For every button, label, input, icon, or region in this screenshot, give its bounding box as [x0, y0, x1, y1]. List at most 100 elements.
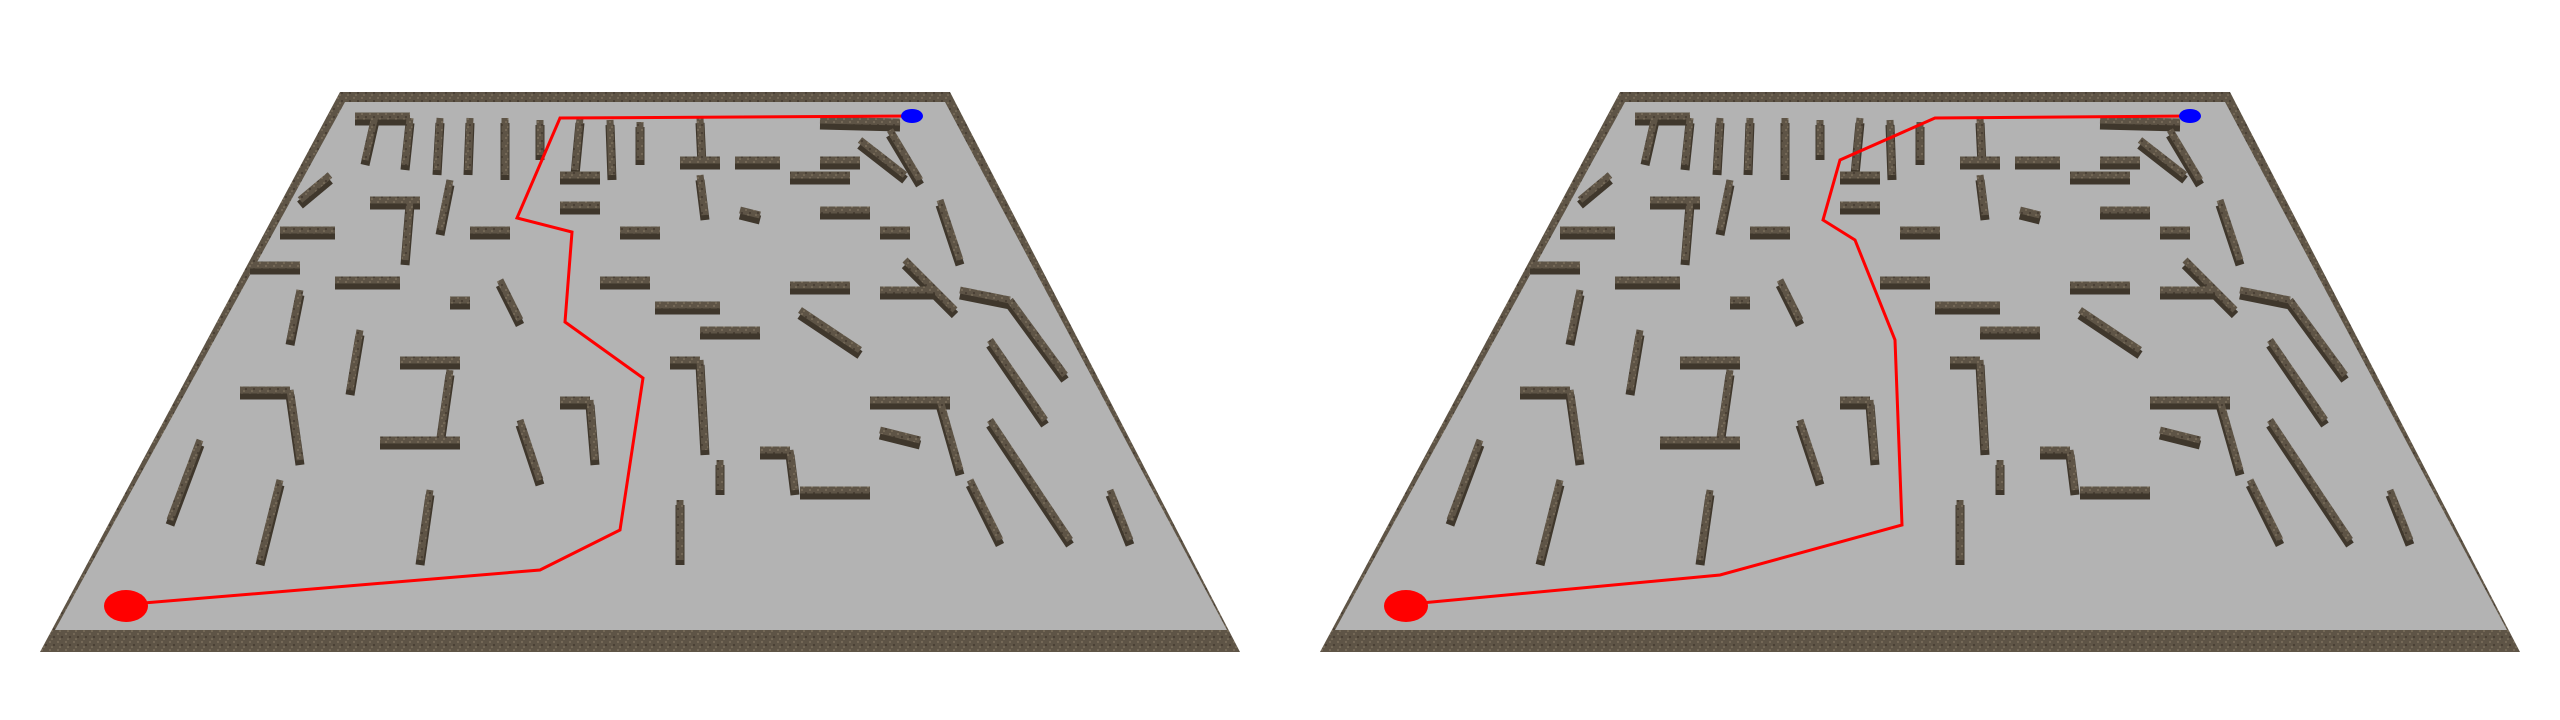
maze-wall — [297, 172, 333, 203]
maze-wall-face — [2018, 210, 2042, 225]
maze-wall — [2099, 116, 2181, 126]
maze-floor-right — [1335, 102, 2507, 630]
maze-wall — [1007, 297, 1068, 378]
maze-wall — [2386, 488, 2414, 542]
maze-wall — [2287, 297, 2348, 378]
maze-wall-face — [738, 210, 762, 225]
maze-wall — [166, 438, 204, 522]
solution-path-left — [119, 114, 913, 607]
maze-wall — [1566, 389, 1584, 461]
maze-wall — [1776, 278, 1804, 322]
maze-wall — [1976, 359, 1989, 451]
maze-wall — [2078, 307, 2142, 353]
maze-wall — [2216, 198, 2244, 262]
maze-wall-face — [857, 141, 908, 184]
maze-wall — [879, 426, 921, 444]
maze-wall — [2166, 128, 2204, 182]
maze-wall — [496, 278, 524, 322]
maze-wall — [606, 119, 616, 176]
maze-wall — [886, 128, 924, 182]
maze-wall — [1713, 117, 1724, 171]
maze-panel-right — [1320, 92, 2520, 652]
maze-wall — [786, 449, 799, 491]
maze-wall — [819, 116, 901, 126]
maze-wall — [2019, 206, 2041, 219]
maze-wall — [739, 206, 761, 219]
maze-wall — [857, 137, 908, 178]
maze-wall — [2216, 399, 2244, 471]
maze-wall — [1641, 115, 1659, 161]
maze-wall-face — [797, 311, 863, 359]
maze-wall — [571, 117, 584, 171]
maze-wall — [1886, 119, 1896, 176]
blue-goal-disc-icon — [2179, 109, 2201, 123]
maze-wall-face — [819, 120, 901, 132]
red-start-disc-icon — [1384, 590, 1428, 622]
maze-wall — [1796, 418, 1824, 482]
maze-wall — [286, 289, 304, 341]
maze-wall — [1566, 289, 1584, 341]
maze-wall — [1681, 117, 1694, 166]
maze-wall — [1716, 369, 1734, 441]
maze-wall-face — [878, 430, 922, 450]
maze-wall — [2159, 426, 2201, 444]
maze-wall — [1106, 488, 1134, 542]
maze-wall — [1577, 172, 1613, 203]
maze-wall — [401, 117, 414, 166]
maze-wall — [987, 418, 1073, 542]
maze-wall — [1536, 479, 1564, 561]
maze-wall — [1744, 117, 1754, 171]
maze-wall — [936, 399, 964, 471]
maze-wall — [902, 257, 958, 313]
maze-wall-face — [2239, 290, 2291, 310]
maze-wall — [416, 489, 434, 561]
maze-wall — [696, 359, 709, 451]
solution-path-right — [1399, 114, 2191, 607]
maze-wall — [987, 338, 1048, 422]
maze-wall-face — [2077, 311, 2143, 359]
maze-wall — [2137, 137, 2188, 178]
maze-wall — [1446, 438, 1484, 522]
maze-floor-left — [55, 102, 1227, 630]
maze-wall — [2239, 286, 2291, 304]
maze-wall — [586, 399, 599, 461]
maze-wall — [436, 179, 454, 231]
maze-wall — [516, 418, 544, 482]
maze-wall — [1716, 179, 1734, 231]
maze-wall — [2066, 449, 2079, 491]
maze-wall — [436, 369, 454, 441]
maze-walls-right — [1445, 112, 2415, 567]
maze-wall — [2267, 418, 2353, 542]
maze-wall-face — [959, 290, 1011, 310]
blue-goal-disc-icon — [901, 109, 923, 123]
maze-wall-face — [297, 176, 333, 209]
maze-wall — [464, 117, 474, 171]
maze-wall — [346, 329, 364, 391]
maze-wall — [696, 117, 706, 161]
maze-panel-left — [40, 92, 1240, 652]
maze-wall — [696, 174, 709, 216]
maze-wall — [1626, 329, 1644, 391]
maze-wall — [256, 479, 284, 561]
maze-wall — [1851, 117, 1864, 171]
maze-wall-face — [2137, 141, 2188, 184]
maze-wall-face — [2158, 430, 2202, 450]
maze-wall — [2267, 338, 2328, 422]
maze-wall — [2246, 478, 2284, 542]
maze-walls-left — [165, 112, 1135, 567]
red-start-disc-icon — [104, 590, 148, 622]
maze-wall — [2182, 257, 2238, 313]
maze-wall — [959, 286, 1011, 304]
maze-wall — [966, 478, 1004, 542]
maze-wall — [1681, 199, 1694, 261]
maze-wall — [433, 117, 444, 171]
maze-wall — [361, 115, 379, 161]
maze-wall — [798, 307, 862, 353]
maze-wall — [1976, 117, 1986, 161]
maze-wall-face — [2099, 120, 2181, 132]
maze-wall — [401, 199, 414, 261]
maze-wall-face — [1577, 176, 1613, 209]
maze-wall — [1696, 489, 1714, 561]
maze-wall — [936, 198, 964, 262]
